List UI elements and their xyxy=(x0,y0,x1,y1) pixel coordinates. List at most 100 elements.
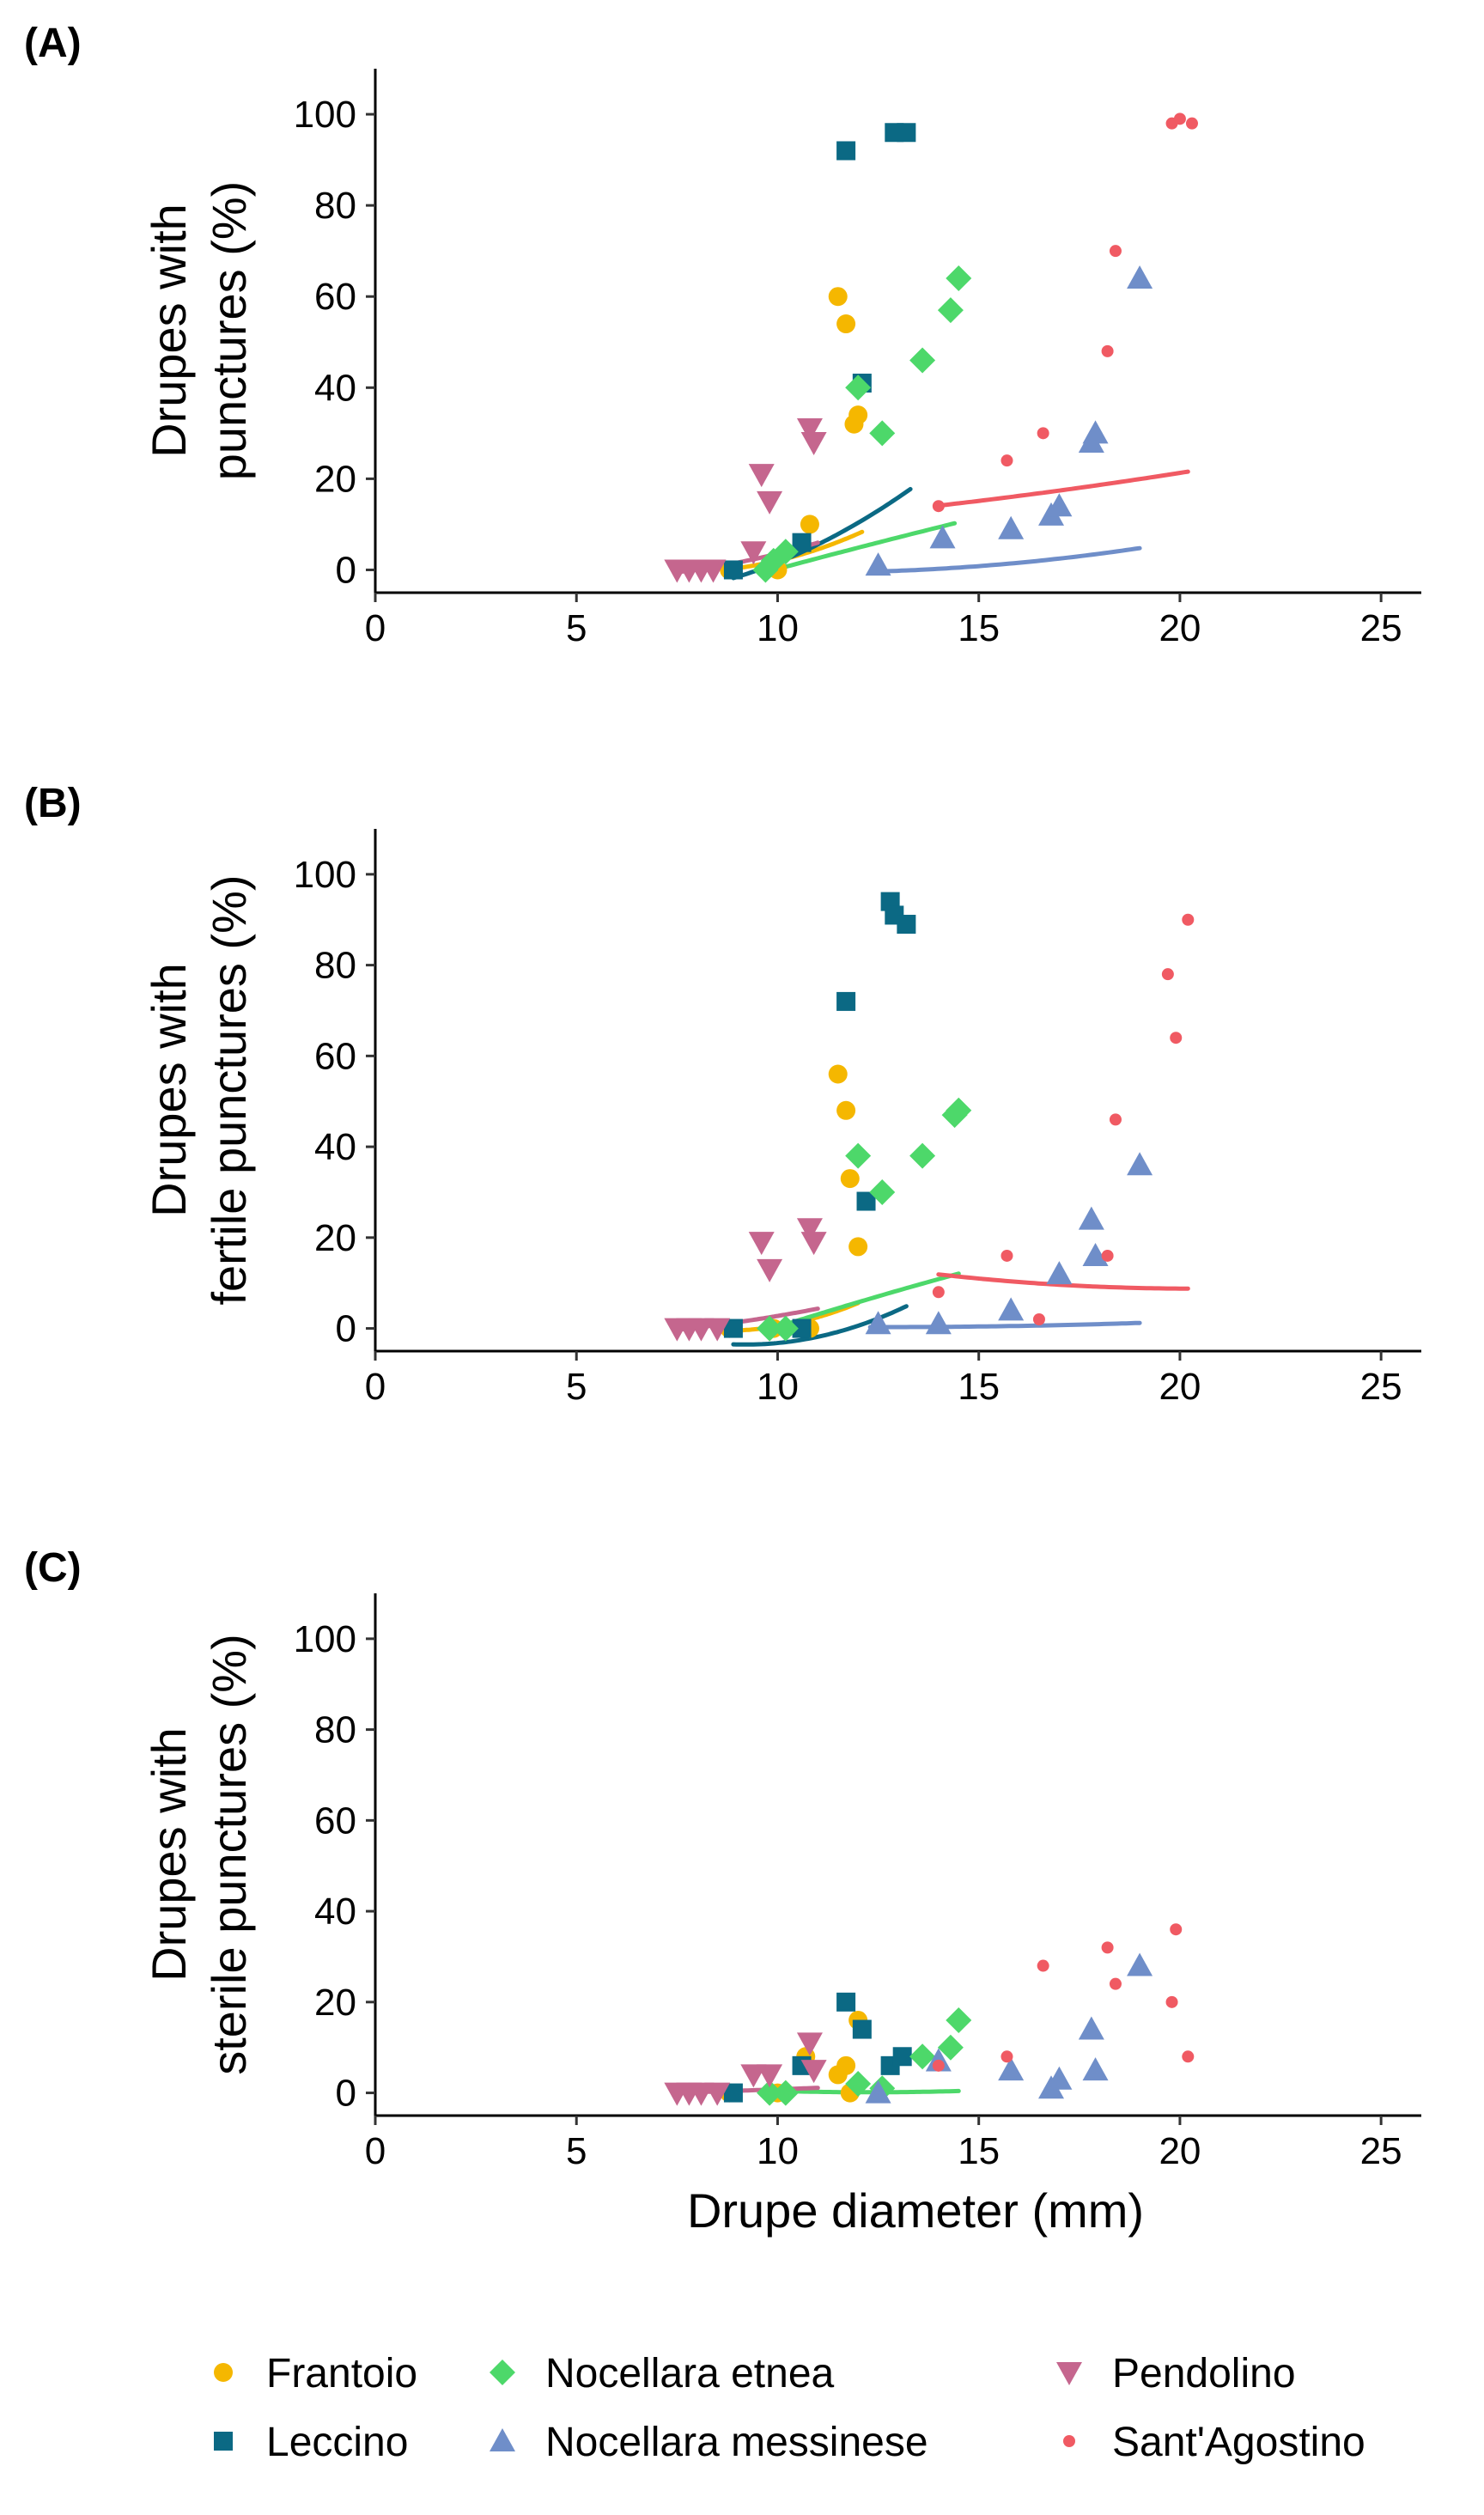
point-sant-agostino xyxy=(1032,1312,1045,1325)
panel-label: (C) xyxy=(24,1545,82,1591)
x-tick-label: 15 xyxy=(958,607,1000,649)
point-sant-agostino xyxy=(1000,2050,1013,2063)
fit-curve-nocellara-messinese xyxy=(867,545,1142,575)
y-tick-label: 40 xyxy=(314,1891,356,1933)
panel-label: (A) xyxy=(24,21,82,66)
y-axis-title-line: sterile punctures (%) xyxy=(202,1634,256,2075)
y-axis-title-line: punctures (%) xyxy=(202,181,256,481)
point-nocellara-etnea xyxy=(909,347,936,374)
x-tick-label: 0 xyxy=(365,1366,386,1408)
y-axis-title-line: fertile punctures (%) xyxy=(202,874,256,1305)
point-leccino xyxy=(723,2083,743,2103)
point-nocellara-messinese xyxy=(1082,2057,1109,2081)
point-nocellara-etnea xyxy=(772,2080,799,2106)
point-pendolino xyxy=(700,559,727,583)
x-tick-label: 5 xyxy=(566,2130,587,2172)
point-pendolino xyxy=(796,1218,823,1242)
point-frantoio xyxy=(828,287,848,307)
x-tick-label: 25 xyxy=(1360,1366,1402,1408)
y-axis-title-line: Drupes with xyxy=(142,204,196,458)
y-tick-label: 100 xyxy=(294,854,356,896)
x-tick-label: 10 xyxy=(757,1366,799,1408)
point-nocellara-etnea xyxy=(757,2080,783,2106)
point-frantoio xyxy=(800,515,819,534)
point-sant-agostino xyxy=(1037,1959,1049,1972)
point-leccino xyxy=(836,1992,856,2012)
fit-curve-nocellara-messinese xyxy=(867,1320,1142,1330)
point-pendolino xyxy=(740,541,767,565)
y-axis-title-line: Drupes with xyxy=(142,1727,196,1982)
point-leccino xyxy=(897,915,916,935)
legend-marker xyxy=(490,2360,515,2385)
point-sant-agostino xyxy=(1182,913,1195,926)
legend-label: Pendolino xyxy=(1112,2351,1296,2396)
data-points xyxy=(664,892,1195,1342)
legend-label: Leccino xyxy=(266,2420,408,2465)
point-leccino xyxy=(836,141,856,161)
point-sant-agostino xyxy=(1161,968,1174,981)
point-nocellara-messinese xyxy=(1127,265,1153,289)
point-frantoio xyxy=(848,1237,868,1257)
x-tick-label: 0 xyxy=(365,607,386,649)
point-sant-agostino xyxy=(1185,117,1198,130)
point-nocellara-etnea xyxy=(845,2070,872,2097)
point-pendolino xyxy=(704,2082,731,2106)
point-sant-agostino xyxy=(1165,1995,1178,2008)
x-tick-label: 20 xyxy=(1159,607,1201,649)
legend-item-sant-agostino: Sant'Agostino xyxy=(1063,2420,1365,2465)
x-tick-label: 20 xyxy=(1159,1366,1201,1408)
y-tick-label: 0 xyxy=(336,549,356,591)
point-nocellara-messinese xyxy=(865,2080,891,2104)
point-nocellara-etnea xyxy=(757,1315,783,1342)
data-points xyxy=(664,113,1198,583)
y-tick-label: 20 xyxy=(314,1982,356,2024)
legend-label: Frantoio xyxy=(266,2351,417,2396)
legend-label: Sant'Agostino xyxy=(1112,2420,1365,2465)
point-sant-agostino xyxy=(1000,1249,1013,1262)
point-leccino xyxy=(723,1318,743,1338)
point-frantoio xyxy=(836,1100,856,1120)
y-tick-label: 60 xyxy=(314,1035,356,1077)
point-nocellara-etnea xyxy=(937,297,964,324)
legend-item-leccino: Leccino xyxy=(214,2420,408,2465)
point-pendolino xyxy=(800,431,827,455)
x-tick-label: 0 xyxy=(365,2130,386,2172)
y-tick-label: 40 xyxy=(314,367,356,409)
fit-curve-sant-agostino xyxy=(936,1272,1190,1291)
y-tick-label: 100 xyxy=(294,94,356,136)
y-tick-label: 80 xyxy=(314,945,356,987)
legend-item-nocellara-messinese: Nocellara messinese xyxy=(490,2420,928,2465)
legend-marker xyxy=(214,2363,233,2382)
point-sant-agostino xyxy=(1037,427,1049,440)
point-sant-agostino xyxy=(1101,1249,1114,1262)
point-leccino xyxy=(892,2047,912,2067)
panel-c: 0 20 40 60 80 100 0 5 10 15 20 25 Drupes with sterile… xyxy=(24,1545,1421,2238)
point-nocellara-messinese xyxy=(1082,1242,1109,1266)
point-sant-agostino xyxy=(932,500,945,513)
fit-curve-sant-agostino xyxy=(936,469,1190,508)
data-points xyxy=(664,1923,1195,2106)
point-nocellara-messinese xyxy=(865,552,891,576)
y-tick-label: 80 xyxy=(314,1709,356,1751)
point-nocellara-messinese xyxy=(1127,1952,1153,1976)
y-tick-label: 60 xyxy=(314,276,356,318)
point-nocellara-etnea xyxy=(772,539,799,565)
legend-marker xyxy=(1063,2435,1075,2447)
point-leccino xyxy=(852,2019,872,2039)
x-tick-label: 5 xyxy=(566,1366,587,1408)
point-nocellara-messinese xyxy=(998,515,1025,539)
point-leccino xyxy=(792,1318,812,1338)
legend-label: Nocellara etnea xyxy=(545,2351,835,2396)
panel-a: 0 20 40 60 80 100 0 5 10 15 20 25 Drupes with punctur… xyxy=(24,21,1421,649)
x-tick-label: 25 xyxy=(1360,2130,1402,2172)
point-sant-agostino xyxy=(1000,454,1013,467)
y-tick-label: 60 xyxy=(314,1799,356,1842)
y-tick-label: 80 xyxy=(314,185,356,227)
point-frantoio xyxy=(848,405,868,425)
point-leccino xyxy=(723,560,743,580)
legend-label: Nocellara messinese xyxy=(545,2420,928,2465)
point-pendolino xyxy=(704,1318,731,1342)
y-axis-title-line: Drupes with xyxy=(142,963,196,1217)
y-tick-label: 0 xyxy=(336,1308,356,1350)
